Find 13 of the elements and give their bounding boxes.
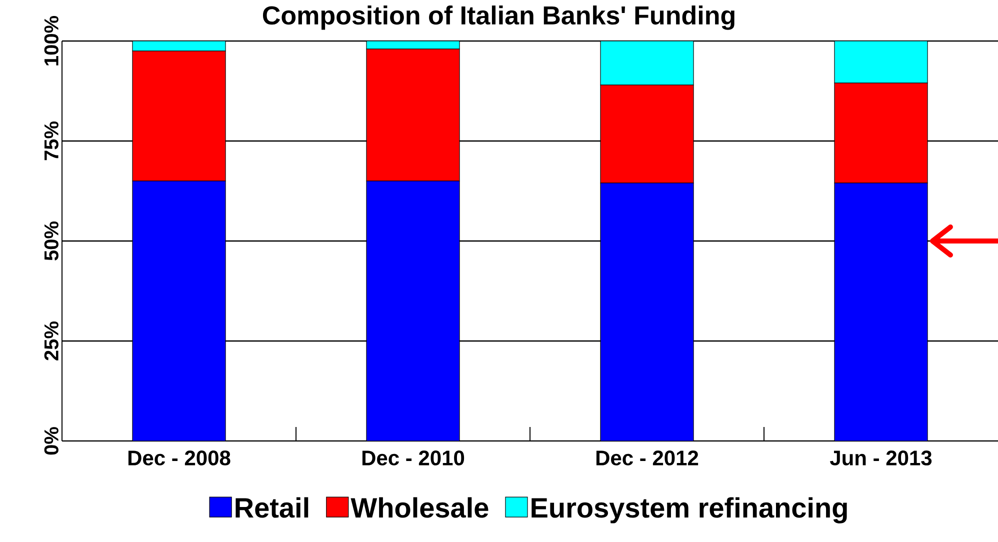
x-tick-label: Dec - 2010 (362, 450, 464, 466)
legend-label: Retail (236, 497, 308, 518)
legend-label: Wholesale (350, 497, 488, 518)
y-tick-label: 75% (44, 122, 58, 160)
y-tick-label: 100% (44, 16, 58, 66)
x-tick-label: Jun - 2013 (830, 450, 932, 466)
legend-label: Eurosystem refinancing (532, 497, 847, 524)
y-tick-label: 50% (44, 222, 58, 260)
y-tick-label: 0% (44, 427, 58, 455)
x-tick-label: Dec - 2008 (128, 450, 230, 466)
chart-title: Composition of Italian Banks' Funding (262, 6, 734, 30)
y-tick-label: 25% (44, 322, 58, 360)
x-tick-label: Dec - 2012 (596, 450, 698, 466)
